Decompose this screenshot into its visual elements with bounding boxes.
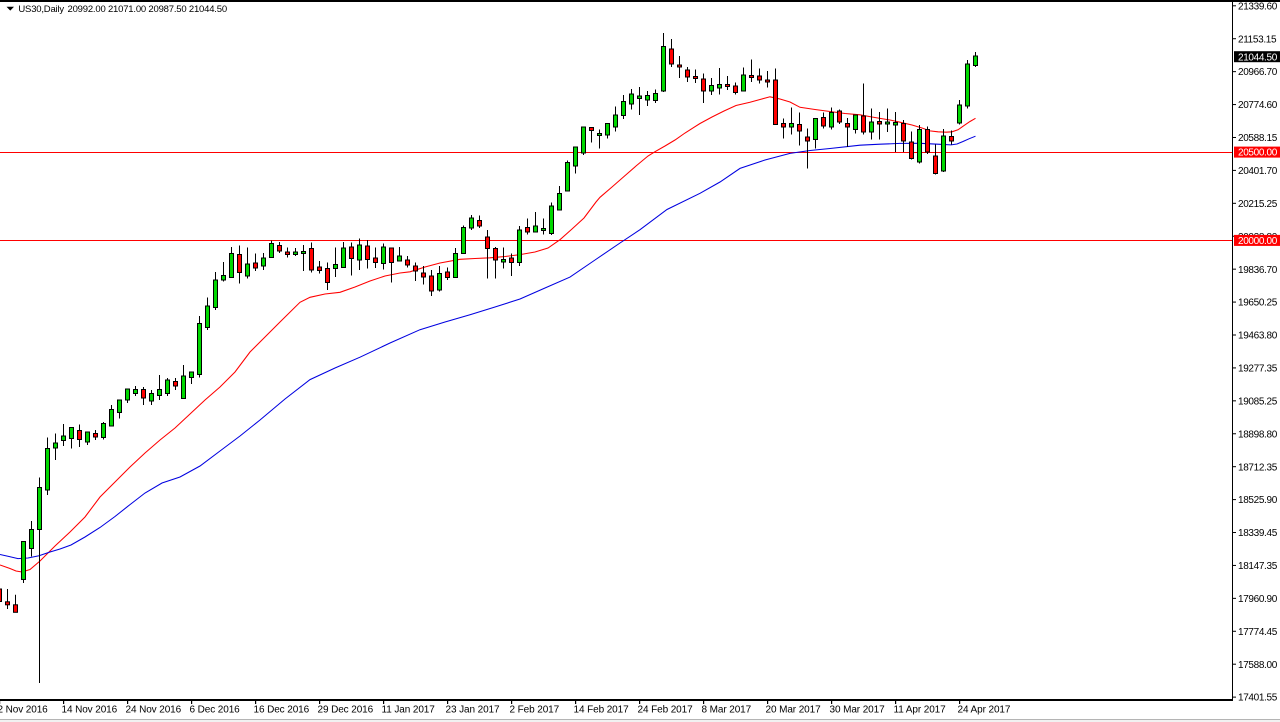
svg-text:30 Mar 2017: 30 Mar 2017 bbox=[830, 705, 886, 716]
svg-text:8 Mar 2017: 8 Mar 2017 bbox=[702, 705, 752, 716]
svg-text:16 Dec 2016: 16 Dec 2016 bbox=[254, 705, 310, 716]
svg-text:2 Feb 2017: 2 Feb 2017 bbox=[510, 705, 560, 716]
svg-text:20500.00: 20500.00 bbox=[1238, 148, 1278, 159]
svg-text:17401.55: 17401.55 bbox=[1238, 693, 1278, 704]
svg-text:29 Dec 2016: 29 Dec 2016 bbox=[318, 705, 374, 716]
svg-text:18898.80: 18898.80 bbox=[1238, 429, 1278, 440]
svg-text:2 Nov 2016: 2 Nov 2016 bbox=[0, 705, 48, 716]
svg-text:20774.60: 20774.60 bbox=[1238, 100, 1278, 111]
svg-text:21153.15: 21153.15 bbox=[1238, 34, 1277, 45]
svg-text:20215.25: 20215.25 bbox=[1238, 199, 1278, 210]
svg-text:6 Dec 2016: 6 Dec 2016 bbox=[190, 705, 241, 716]
svg-text:17960.90: 17960.90 bbox=[1238, 594, 1278, 605]
svg-text:20588.15: 20588.15 bbox=[1238, 133, 1278, 144]
svg-text:24 Nov 2016: 24 Nov 2016 bbox=[126, 705, 182, 716]
svg-text:14 Nov 2016: 14 Nov 2016 bbox=[62, 705, 118, 716]
svg-text:20992.00 21071.00 20987.50 210: 20992.00 21071.00 20987.50 21044.50 bbox=[68, 4, 227, 15]
svg-text:20 Mar 2017: 20 Mar 2017 bbox=[766, 705, 822, 716]
svg-text:21044.50: 21044.50 bbox=[1238, 52, 1278, 63]
svg-text:US30,Daily: US30,Daily bbox=[18, 4, 64, 15]
svg-text:17774.45: 17774.45 bbox=[1238, 627, 1278, 638]
svg-text:20000.00: 20000.00 bbox=[1238, 236, 1278, 247]
svg-text:23 Jan 2017: 23 Jan 2017 bbox=[446, 705, 500, 716]
svg-text:14 Feb 2017: 14 Feb 2017 bbox=[574, 705, 630, 716]
svg-text:18339.45: 18339.45 bbox=[1238, 528, 1278, 539]
svg-text:11 Apr 2017: 11 Apr 2017 bbox=[894, 705, 947, 716]
svg-text:24 Feb 2017: 24 Feb 2017 bbox=[638, 705, 694, 716]
svg-text:21339.60: 21339.60 bbox=[1238, 1, 1278, 12]
svg-text:19463.80: 19463.80 bbox=[1238, 331, 1278, 342]
svg-text:18712.35: 18712.35 bbox=[1238, 462, 1278, 473]
svg-text:20966.70: 20966.70 bbox=[1238, 67, 1278, 78]
svg-text:20401.70: 20401.70 bbox=[1238, 166, 1278, 177]
svg-text:24 Apr 2017: 24 Apr 2017 bbox=[958, 705, 1011, 716]
svg-text:11 Jan 2017: 11 Jan 2017 bbox=[382, 705, 436, 716]
svg-text:17588.00: 17588.00 bbox=[1238, 660, 1278, 671]
svg-text:19085.25: 19085.25 bbox=[1238, 396, 1278, 407]
svg-text:19836.70: 19836.70 bbox=[1238, 265, 1278, 276]
svg-text:19650.25: 19650.25 bbox=[1238, 298, 1278, 309]
svg-text:18525.90: 18525.90 bbox=[1238, 495, 1278, 506]
svg-text:18147.35: 18147.35 bbox=[1238, 561, 1278, 572]
svg-text:19277.35: 19277.35 bbox=[1238, 364, 1278, 375]
